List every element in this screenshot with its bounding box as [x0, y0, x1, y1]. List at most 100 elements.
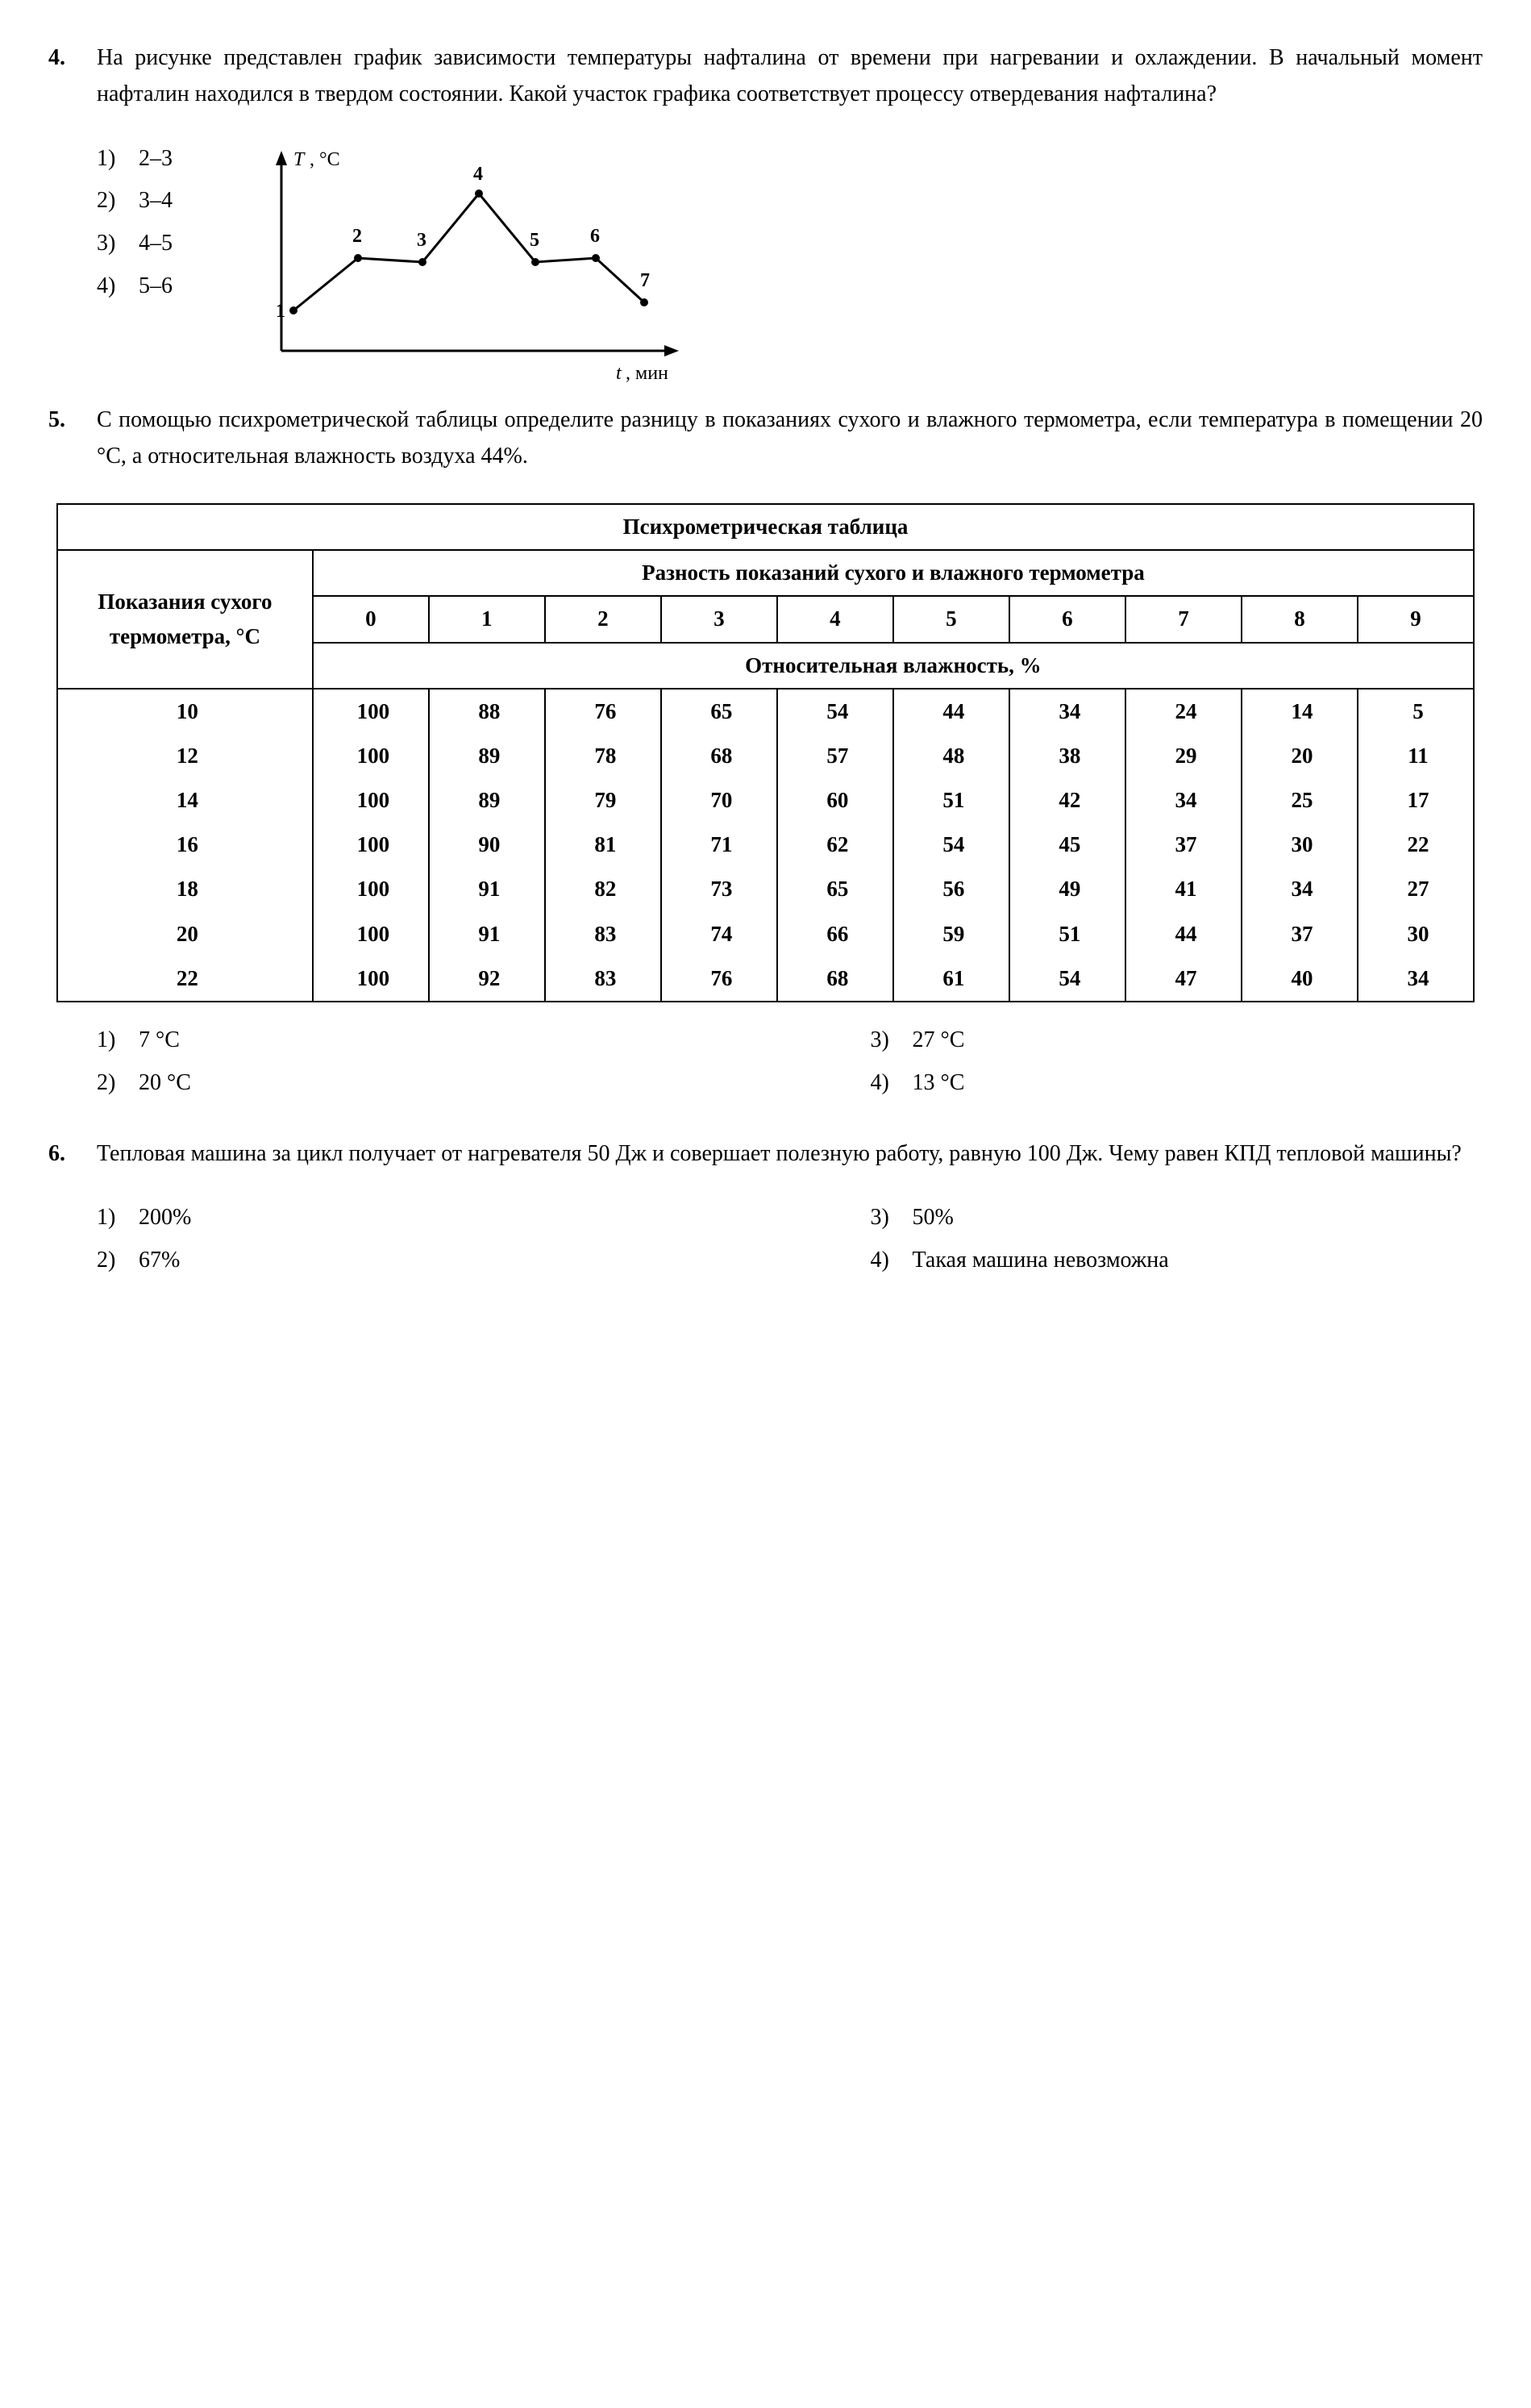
diff-col: 8 [1242, 596, 1358, 642]
svg-text:3: 3 [417, 230, 426, 251]
cell-value: 11 [1358, 734, 1474, 778]
temperature-chart: T, °Ct, мин1234567 [237, 141, 689, 403]
cell-value: 91 [429, 867, 545, 911]
table-row: 16100908171625445373022 [57, 823, 1474, 867]
table-row: 20100918374665951443730 [57, 912, 1474, 956]
cell-value: 100 [313, 778, 429, 823]
svg-text:5: 5 [530, 230, 539, 251]
cell-value: 51 [893, 778, 1009, 823]
cell-value: 65 [661, 689, 777, 734]
cell-value: 34 [1242, 867, 1358, 911]
q5-opt-2: 2) 20 °C [97, 1065, 709, 1102]
cell-value: 71 [661, 823, 777, 867]
cell-value: 49 [1009, 867, 1125, 911]
cell-value: 60 [777, 778, 893, 823]
table-row: 14100897970605142342517 [57, 778, 1474, 823]
opt-label: 2) [97, 183, 133, 219]
cell-value: 62 [777, 823, 893, 867]
diff-col: 4 [777, 596, 893, 642]
diff-col: 0 [313, 596, 429, 642]
q6-opt-3: 3) 50% [871, 1200, 1483, 1236]
opt-label: 2) [97, 1065, 133, 1102]
cell-value: 70 [661, 778, 777, 823]
cell-value: 76 [661, 956, 777, 1002]
cell-value: 79 [545, 778, 661, 823]
q5-opt-1: 1) 7 °C [97, 1023, 709, 1059]
cell-value: 88 [429, 689, 545, 734]
q4-number: 4. [48, 40, 97, 113]
cell-value: 100 [313, 867, 429, 911]
opt-label: 3) [871, 1200, 907, 1236]
q6-opt-2: 2) 67% [97, 1243, 709, 1279]
opt-label: 1) [97, 141, 133, 177]
opt-value: 50% [913, 1205, 954, 1230]
cell-value: 37 [1125, 823, 1242, 867]
cell-value: 57 [777, 734, 893, 778]
row-temp: 16 [57, 823, 313, 867]
cell-value: 68 [777, 956, 893, 1002]
q4-opt-2: 2) 3–4 [97, 183, 173, 219]
svg-text:2: 2 [352, 226, 362, 247]
diff-col: 9 [1358, 596, 1474, 642]
cell-value: 74 [661, 912, 777, 956]
opt-value: Такая машина невозможна [913, 1248, 1169, 1273]
opt-value: 5–6 [139, 273, 173, 298]
cell-value: 14 [1242, 689, 1358, 734]
cell-value: 38 [1009, 734, 1125, 778]
table-humhead: Относительная влажность, % [313, 643, 1474, 689]
cell-value: 78 [545, 734, 661, 778]
cell-value: 100 [313, 956, 429, 1002]
q4-opt-4: 4) 5–6 [97, 269, 173, 305]
cell-value: 44 [893, 689, 1009, 734]
q4-opt-1: 1) 2–3 [97, 141, 173, 177]
diff-col: 1 [429, 596, 545, 642]
cell-value: 56 [893, 867, 1009, 911]
q6-opt-4: 4) Такая машина невозможна [871, 1243, 1483, 1279]
svg-text:T: T [293, 149, 306, 170]
row-temp: 18 [57, 867, 313, 911]
cell-value: 89 [429, 778, 545, 823]
cell-value: 83 [545, 956, 661, 1002]
q4-answer-chart-row: 1) 2–3 2) 3–4 3) 4–5 4) 5–6 T, °Ct, мин1… [48, 141, 1483, 403]
cell-value: 61 [893, 956, 1009, 1002]
q5-opt-4: 4) 13 °C [871, 1065, 1483, 1102]
cell-value: 24 [1125, 689, 1242, 734]
question-4: 4. На рисунке представлен график зависим… [48, 40, 1483, 113]
chart-svg: T, °Ct, мин1234567 [237, 141, 689, 391]
q5-options: 1) 7 °C 2) 20 °C 3) 27 °C 4) 13 °C [48, 1023, 1483, 1108]
cell-value: 83 [545, 912, 661, 956]
opt-label: 1) [97, 1023, 133, 1059]
table-row: 18100918273655649413427 [57, 867, 1474, 911]
cell-value: 17 [1358, 778, 1474, 823]
cell-value: 68 [661, 734, 777, 778]
diff-col: 2 [545, 596, 661, 642]
opt-value: 7 °C [139, 1027, 180, 1052]
cell-value: 27 [1358, 867, 1474, 911]
cell-value: 65 [777, 867, 893, 911]
cell-value: 90 [429, 823, 545, 867]
cell-value: 92 [429, 956, 545, 1002]
cell-value: 100 [313, 912, 429, 956]
opt-label: 2) [97, 1243, 133, 1279]
opt-label: 4) [871, 1243, 907, 1279]
opt-value: 27 °C [913, 1027, 965, 1052]
opt-value: 20 °C [139, 1070, 191, 1095]
q4-opt-3: 3) 4–5 [97, 226, 173, 262]
cell-value: 54 [893, 823, 1009, 867]
cell-value: 45 [1009, 823, 1125, 867]
table-row: 1010088766554443424145 [57, 689, 1474, 734]
cell-value: 30 [1358, 912, 1474, 956]
diff-col: 7 [1125, 596, 1242, 642]
cell-value: 100 [313, 689, 429, 734]
psychrometric-table: Психрометрическая таблица Показания сухо… [56, 503, 1475, 1002]
cell-value: 73 [661, 867, 777, 911]
opt-label: 4) [97, 269, 133, 305]
table-title: Психрометрическая таблица [57, 504, 1474, 550]
svg-text:6: 6 [590, 226, 600, 247]
cell-value: 100 [313, 734, 429, 778]
row-temp: 12 [57, 734, 313, 778]
cell-value: 41 [1125, 867, 1242, 911]
cell-value: 91 [429, 912, 545, 956]
table-diffhead: Разность показаний сухого и влажного тер… [313, 550, 1474, 596]
svg-text:, мин: , мин [626, 363, 668, 384]
